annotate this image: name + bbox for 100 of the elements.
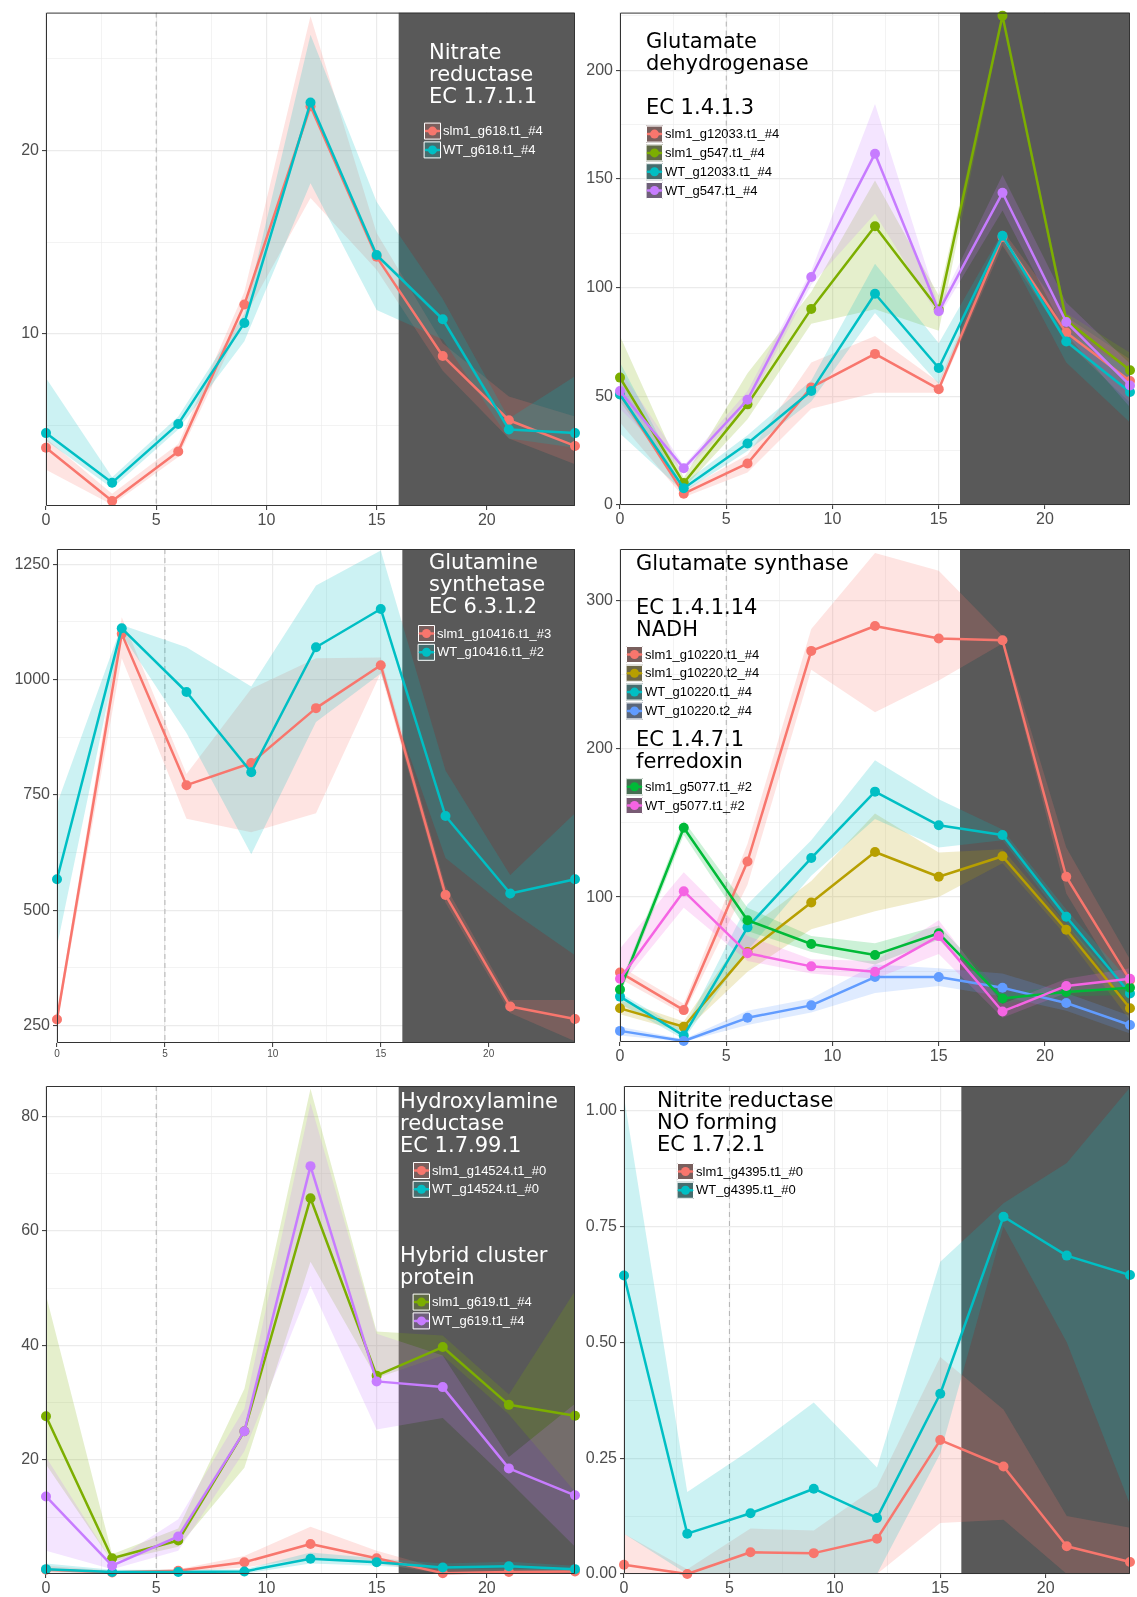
point (933, 384, 944, 395)
point (806, 386, 817, 397)
point (870, 949, 880, 960)
point (503, 415, 514, 426)
y-tick-label: 100 (586, 278, 614, 296)
x-tick-label: 15 (375, 1047, 387, 1059)
point (503, 424, 514, 435)
point (806, 938, 817, 949)
legend-label: slm1_g5077.t1_#2 (645, 778, 752, 794)
point (870, 148, 880, 159)
point (997, 1006, 1008, 1017)
legend-label: slm1_g12033.t1_#4 (665, 126, 780, 142)
point (742, 856, 753, 867)
point (375, 660, 386, 671)
point (806, 897, 817, 908)
legend-title: Glutamate dehydrogenase EC 1.4.1.3 (646, 28, 809, 119)
point (570, 440, 580, 451)
point (305, 1538, 316, 1549)
point (806, 645, 817, 656)
point (997, 993, 1008, 1004)
legend-label: slm1_g10416.t1_#3 (437, 625, 552, 641)
point (1061, 911, 1072, 922)
point (1061, 1250, 1072, 1261)
point (1125, 1556, 1135, 1567)
point (440, 811, 451, 822)
point (311, 703, 321, 714)
x-tick-label: 0 (619, 1579, 629, 1597)
legend-label: slm1_g4395.t1_#0 (696, 1163, 803, 1179)
point (935, 1435, 946, 1446)
point (173, 1531, 184, 1542)
x-tick-label: 5 (162, 1047, 169, 1059)
x-tick-label: 15 (367, 511, 386, 529)
x-tick-label: 20 (477, 511, 496, 529)
x-tick-label: 20 (483, 1047, 495, 1059)
legend-label: WT_g5077.t1_#2 (645, 797, 745, 813)
y-tick-label: 0.75 (585, 1216, 618, 1234)
point (305, 1161, 316, 1172)
point (1061, 980, 1072, 991)
point (870, 966, 880, 977)
point (437, 1342, 448, 1353)
legend-title: Nitrite reductase NO forming EC 1.7.2.1 (657, 1087, 834, 1156)
point (808, 1483, 819, 1494)
point (745, 1547, 756, 1558)
point (806, 853, 817, 864)
point (1061, 871, 1072, 882)
y-tick-label: 20 (21, 1450, 40, 1468)
point (742, 458, 753, 469)
x-tick-label: 15 (367, 1579, 386, 1597)
point (437, 350, 448, 361)
x-tick-label: 5 (724, 1579, 734, 1597)
point (173, 418, 184, 429)
point (173, 446, 184, 457)
point (870, 786, 880, 797)
legend-label: slm1_g10220.t2_#4 (645, 665, 760, 681)
y-tick-label: 1000 (14, 669, 51, 687)
y-tick-label: 0 (604, 495, 614, 513)
legend-label: WT_g10416.t1_#2 (437, 644, 544, 660)
point (505, 888, 516, 899)
point (678, 463, 689, 474)
point (998, 1211, 1009, 1222)
y-tick-label: 250 (23, 1015, 51, 1033)
point (998, 1461, 1009, 1472)
point (682, 1528, 693, 1539)
point (1061, 336, 1072, 347)
point (678, 886, 689, 897)
legend-label: slm1_g14524.t1_#0 (432, 1162, 547, 1178)
annotation: Hybrid cluster protein (400, 1242, 548, 1289)
legend-label: slm1_g619.t1_#4 (432, 1294, 532, 1310)
y-tick-label: 200 (586, 739, 614, 757)
point (107, 1560, 118, 1571)
point (440, 889, 451, 900)
point (933, 871, 944, 882)
point (311, 642, 321, 653)
point (181, 686, 192, 697)
y-tick-label: 20 (21, 140, 40, 158)
y-tick-label: 1.00 (585, 1100, 618, 1118)
x-tick-label: 5 (151, 511, 161, 529)
y-tick-label: 500 (23, 900, 51, 918)
x-tick-label: 10 (257, 1579, 276, 1597)
point (935, 1388, 946, 1399)
point (437, 1382, 448, 1393)
point (933, 972, 944, 983)
point (371, 1376, 382, 1387)
point (870, 288, 880, 299)
point (997, 829, 1008, 840)
x-tick-label: 20 (1036, 1579, 1055, 1597)
point (678, 1005, 689, 1016)
x-tick-label: 10 (825, 1579, 844, 1597)
point (503, 1561, 514, 1572)
legend-label: WT_g12033.t1_#4 (665, 163, 772, 179)
point (997, 635, 1008, 646)
point (997, 982, 1008, 993)
point (678, 483, 689, 494)
annotation: EC 1.4.7.1 ferredoxin (636, 727, 745, 774)
point (1061, 1541, 1072, 1552)
legend-title: Glutamine synthetase EC 6.3.1.2 (429, 549, 546, 618)
y-tick-label: 300 (586, 590, 614, 608)
legend-label: WT_g4395.t1_#0 (696, 1182, 796, 1198)
point (870, 620, 880, 631)
point (570, 1014, 580, 1025)
